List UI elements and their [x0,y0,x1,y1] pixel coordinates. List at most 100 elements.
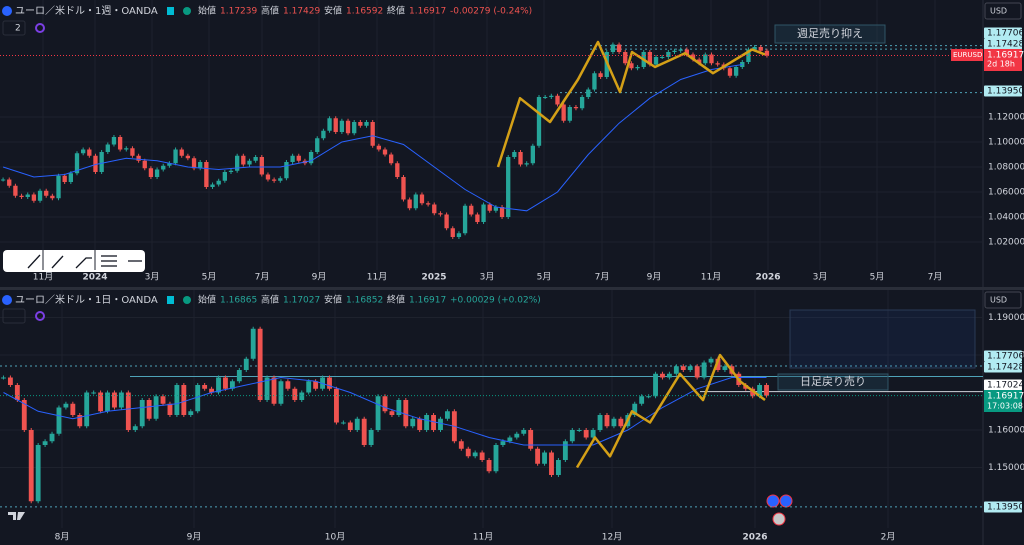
candle [389,411,395,415]
ohlc-value: 1.17239 [220,7,257,17]
candle [285,381,291,389]
level-price-label [984,361,1022,373]
candle [419,194,425,204]
symbol-text: EURUSD [953,51,982,59]
candle [105,392,110,412]
x-tick-label: 11月 [701,272,721,283]
annotation-box [774,24,886,44]
candle [573,107,579,109]
candle [562,441,568,460]
drawing-toolbar[interactable] [3,250,145,272]
candle [179,149,184,156]
candle [21,400,27,430]
candle [299,392,305,400]
candle [105,144,110,152]
symbol-label [951,49,983,61]
candle [198,162,203,169]
currency-button[interactable] [984,2,1022,20]
candle [757,385,763,397]
candle [456,233,462,237]
candle [431,415,436,430]
candle [35,445,41,502]
candle [290,155,295,162]
zigzag-line [496,40,766,168]
candle [521,430,527,434]
candle [438,418,443,430]
candle [708,358,714,363]
candle [469,205,474,215]
candle [98,392,104,412]
candle [752,47,757,50]
annotation-text: 日足戻り売り [800,375,866,388]
candle [528,430,534,449]
moving-average [2,64,743,212]
candle [368,430,374,445]
ohlc-label: 始値 [198,294,216,306]
ohlc-value: 1.17027 [283,296,320,306]
candle [424,415,430,430]
candle [236,370,242,382]
candle [87,149,92,156]
candle [458,441,464,449]
x-tick-label: 11月 [473,532,493,543]
candle [493,445,499,472]
candle [499,207,505,217]
candle [518,152,523,165]
candle [549,95,554,97]
candle [117,137,123,150]
candle [271,377,277,404]
candle [308,152,314,164]
candle [678,49,683,51]
candle [132,426,138,430]
candle [395,163,400,177]
candle [715,63,720,65]
ohlc-label: 始値 [198,5,216,17]
level-price-label [984,379,1022,391]
event-icons[interactable] [766,494,793,526]
x-tick-label: 9月 [647,272,662,283]
currency-text: USD [990,7,1007,16]
candle [758,47,763,51]
currency-button[interactable] [984,291,1022,309]
x-tick-label: 2026 [755,273,780,283]
candle [646,396,652,398]
y-tick-label: 1.19000 [988,313,1024,323]
candle [124,148,129,150]
candle [63,403,69,408]
candle [223,377,228,389]
candle [410,418,416,427]
candle [153,396,159,419]
candle [136,155,141,161]
candle [530,145,535,164]
flag-icon [167,7,174,15]
candle [618,418,624,427]
candle [354,418,360,430]
candle [241,155,246,165]
candle [653,373,658,397]
candle [37,190,43,201]
indicator-icon [35,23,45,33]
candle [44,190,49,196]
candle [567,107,572,121]
x-tick-label: 8月 [55,532,70,543]
collapse-button[interactable] [2,308,26,324]
ohlc-label: 終値 [387,294,405,306]
candle [672,50,677,52]
candle [327,377,332,389]
candle [112,392,117,408]
candle [195,385,201,412]
candle [569,430,575,442]
last-price-text: 1.16917 [987,51,1024,61]
candle [278,381,284,404]
candle [597,415,603,430]
candle [253,157,258,161]
candle [235,155,240,171]
candle [629,63,634,69]
candle [56,175,61,199]
collapse-button[interactable] [2,20,26,36]
ohlc-value: 1.16852 [346,296,383,306]
candle [315,138,320,152]
candle [306,381,312,393]
level-price-text: 1.17706 [987,352,1024,362]
